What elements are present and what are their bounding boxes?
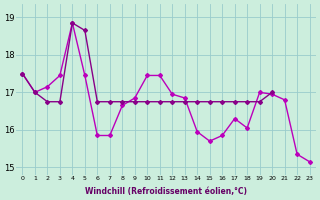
X-axis label: Windchill (Refroidissement éolien,°C): Windchill (Refroidissement éolien,°C) — [85, 187, 247, 196]
